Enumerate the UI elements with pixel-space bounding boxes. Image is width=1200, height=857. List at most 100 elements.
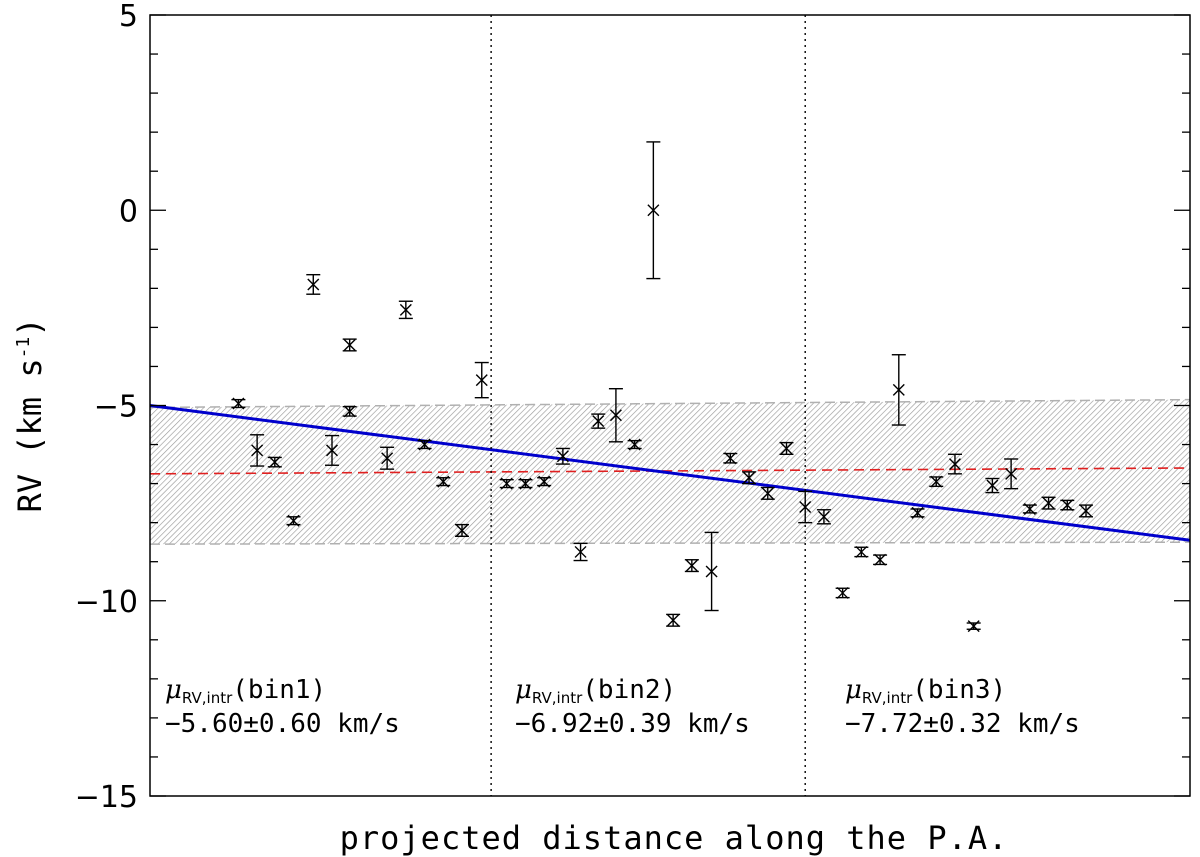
marker-x-b xyxy=(519,477,532,490)
marker-x-b xyxy=(574,545,587,558)
data-point xyxy=(947,453,962,475)
data-point xyxy=(608,388,623,443)
data-point xyxy=(555,447,570,465)
bin1-annotation: μRV,intr(bin1) −5.60±0.60 km/s xyxy=(165,675,400,739)
data-point xyxy=(537,475,552,488)
marker-x-b xyxy=(475,374,488,387)
marker-x-b xyxy=(251,444,264,457)
data-point xyxy=(985,477,1000,494)
marker-x-b xyxy=(1005,467,1018,480)
marker-x-b xyxy=(817,510,830,523)
marker-x-b xyxy=(556,450,569,463)
data-point xyxy=(267,456,282,469)
marker-x-b xyxy=(836,586,849,599)
data-point xyxy=(1060,499,1075,512)
marker-x-b xyxy=(287,514,300,527)
marker-x-b xyxy=(307,278,320,291)
band-lower-edge xyxy=(149,541,1191,545)
data-point xyxy=(499,477,514,490)
band-upper-edge xyxy=(149,398,1191,409)
marker-x-b xyxy=(381,452,394,465)
marker-x-b xyxy=(343,405,356,418)
marker-x-b xyxy=(437,475,450,488)
data-point xyxy=(250,434,265,467)
marker-x-b xyxy=(874,553,887,566)
y-tick-label: −10 xyxy=(75,585,138,620)
marker-x-b xyxy=(326,444,338,457)
data-point xyxy=(723,452,738,465)
data-point xyxy=(286,514,301,527)
data-point xyxy=(779,441,794,456)
marker-x-b xyxy=(967,620,980,633)
data-point xyxy=(1022,502,1037,515)
marker-x-b xyxy=(418,438,431,451)
data-point xyxy=(966,620,981,633)
marker-x-b xyxy=(855,545,868,558)
marker-x-b xyxy=(761,487,774,500)
y-tick-label: −5 xyxy=(94,390,138,425)
marker-x-b xyxy=(647,204,660,217)
fit-line xyxy=(149,404,1191,542)
data-point xyxy=(929,475,944,488)
data-point xyxy=(854,545,869,558)
marker-x-b xyxy=(609,409,622,422)
data-point xyxy=(760,486,775,500)
marker-x-b xyxy=(628,438,641,451)
data-point xyxy=(798,490,813,524)
bin2-annotation: μRV,intr(bin2) −6.92±0.39 km/s xyxy=(515,675,750,739)
data-point xyxy=(816,509,831,525)
data-point xyxy=(1079,504,1093,518)
data-point xyxy=(342,405,357,418)
data-point xyxy=(417,438,432,451)
data-point xyxy=(455,523,469,538)
marker-x-b xyxy=(1061,499,1074,512)
data-point xyxy=(231,397,246,410)
marker-x-b xyxy=(456,524,468,537)
marker-x-b xyxy=(232,397,245,410)
marker-x-b xyxy=(892,383,905,396)
data-point xyxy=(684,559,699,573)
marker-x-b xyxy=(592,415,605,428)
data-point xyxy=(835,586,850,599)
data-point xyxy=(666,613,681,627)
marker-x-b xyxy=(399,303,412,316)
data-point xyxy=(474,361,489,399)
marker-x-b xyxy=(743,471,756,484)
data-point xyxy=(380,446,395,470)
data-point xyxy=(704,531,719,612)
marker-x-b xyxy=(685,559,698,572)
marker-x-b xyxy=(1042,497,1055,510)
marker-x-b xyxy=(724,452,737,465)
data-point xyxy=(325,434,339,466)
marker-x-b xyxy=(780,442,793,455)
data-point xyxy=(627,438,642,451)
y-axis-label: RV (km s-1) xyxy=(11,317,49,513)
data-point xyxy=(591,413,606,429)
marker-x-b xyxy=(911,506,924,519)
data-point xyxy=(891,354,906,426)
data-point xyxy=(742,471,757,485)
y-tick-label: 5 xyxy=(119,0,138,34)
data-point xyxy=(573,542,588,562)
bin3-annotation: μRV,intr(bin3) −7.72±0.32 km/s xyxy=(845,675,1080,739)
data-point xyxy=(518,477,533,490)
data-point xyxy=(436,475,451,488)
marker-x-b xyxy=(705,565,718,578)
data-point xyxy=(398,300,413,320)
marker-x-b xyxy=(538,475,551,488)
data-point xyxy=(342,338,357,352)
marker-x-b xyxy=(930,475,943,488)
y-tick-label: 0 xyxy=(119,194,138,229)
y-tick-label: −15 xyxy=(75,780,138,815)
marker-x-b xyxy=(1080,504,1092,517)
x-axis-label: projected distance along the P.A. xyxy=(339,819,1009,857)
marker-x-b xyxy=(667,614,680,627)
marker-x-b xyxy=(799,501,812,514)
data-point xyxy=(1004,458,1019,490)
marker-x-b xyxy=(986,479,999,492)
data-point xyxy=(1041,496,1056,510)
marker-x-b xyxy=(500,477,513,490)
marker-x-b xyxy=(1023,502,1036,515)
data-point xyxy=(910,506,925,519)
